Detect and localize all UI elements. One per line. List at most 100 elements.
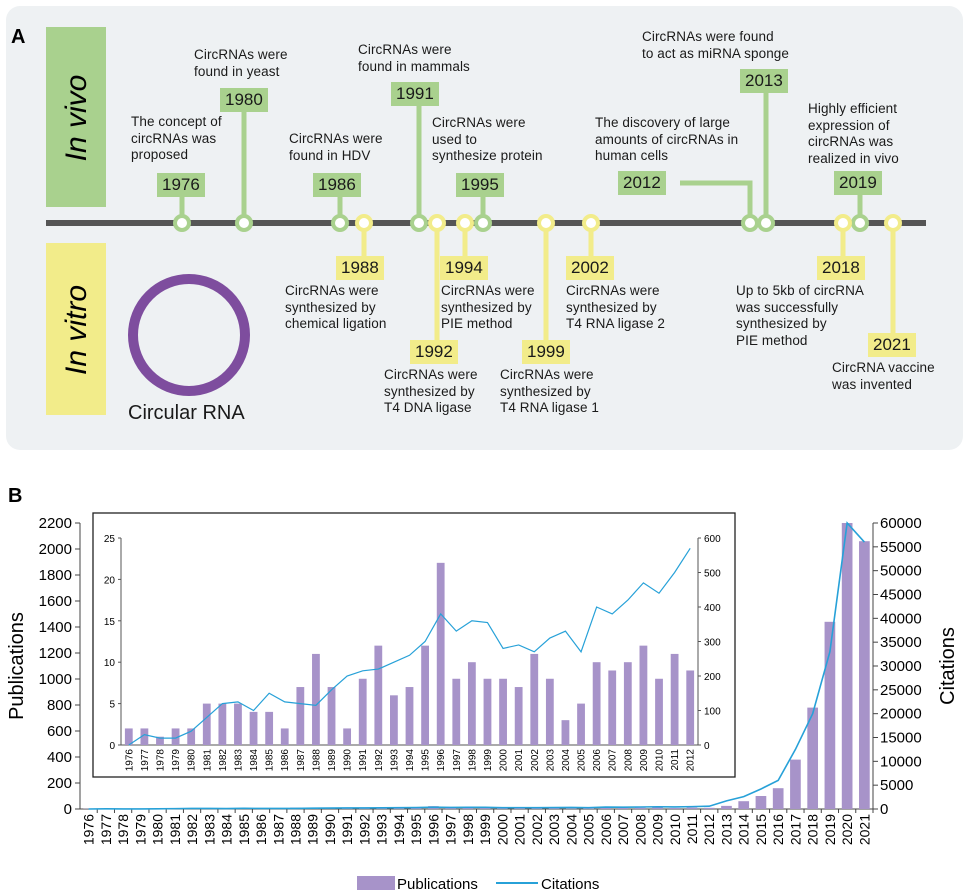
inset-x-tick-label: 2012 [686,749,697,772]
in-vitro-band [46,243,106,415]
event-text-1991: CircRNAs were found in mammals [358,42,470,75]
main-plot: 0200400600800100012001400160018002000220… [6,515,959,845]
inset-publications-bar [312,653,320,745]
inset-y-tick-label: 20 [104,575,116,586]
inset-x-tick-label: 1978 [155,749,166,772]
x-tick-label: 1993 [374,814,390,845]
y2-tick-label: 5000 [880,777,913,794]
event-line: synthesized by [736,316,827,331]
x-tick-label: 1997 [443,814,459,845]
panel-a-label: A [11,26,25,48]
y-tick-label: 1800 [39,567,72,584]
event-text-2013: CircRNAs were found to act as miRNA spon… [642,29,789,62]
inset-publications-bar [499,678,507,745]
event-text-2019: Highly efficient expression of circRNAs … [808,101,899,167]
event-line: found in HDV [289,147,371,163]
event-line: PIE method [441,316,513,331]
inset-publications-bar [686,670,695,745]
in-vivo-label: In vivo [60,75,93,162]
publications-bar [445,807,456,809]
publications-bar [497,807,508,809]
event-line: CircRNAs were [566,283,660,298]
publications-bar [514,808,525,809]
x-tick-label: 2019 [822,814,838,845]
inset-publications-bar [561,720,570,745]
event-line: T4 RNA ligase 1 [500,400,600,415]
x-tick-label: 1991 [339,814,355,845]
publications-bar [772,788,784,809]
inset-publications-bar [545,678,554,745]
event-line: was successfully [736,299,839,315]
x-tick-label: 1994 [391,814,407,845]
publications-bar [686,807,698,809]
year-box-1980: 1980 [220,88,268,112]
inset-x-tick-label: 2001 [514,749,525,772]
event-line: synthesized by [384,383,475,399]
event-line: CircRNAs were [441,283,535,298]
inset-x-tick-label: 1994 [405,749,416,772]
inset-x-tick-label: 1977 [140,749,151,772]
x-tick-label: 2010 [667,814,683,845]
publications-bar [617,807,629,809]
publications-bar [600,807,612,809]
event-line: CircRNAs were [358,42,452,57]
x-tick-label: 1978 [115,814,131,845]
publications-bar [376,808,388,809]
y2-tick-label: 55000 [880,539,922,556]
y-tick-label: 2000 [39,541,72,558]
inset-publications-bar [358,678,367,745]
inset-publications-bar [670,653,679,745]
inset-publications-bar [483,678,492,745]
y-tick-label: 1600 [39,593,72,610]
timeline-node [456,214,474,232]
y2-tick-label: 30000 [880,658,922,675]
event-line: Highly efficient [808,101,898,116]
event-line: CircRNAs were [500,367,594,382]
inset-publications-bar [467,662,476,745]
inset-x-tick-label: 1996 [436,749,447,772]
inset-x-tick-label: 1989 [327,749,338,772]
timeline-node [428,214,446,232]
inset-publications-bar [514,687,523,745]
inset-x-tick-label: 2010 [655,749,666,772]
inset-publications-bar [452,678,461,745]
x-tick-label: 2014 [736,814,752,845]
publications-bar [652,807,663,809]
inset-publications-bar [343,728,352,745]
inset-x-tick-label: 1995 [421,749,432,772]
inset-publications-bar [218,703,227,745]
y-axis-title: Publications [6,612,28,720]
inset-publications-bar [202,703,211,745]
event-line: The concept of [131,114,222,129]
inset-publications-bar [608,670,617,745]
inset-y2-tick-label: 100 [704,707,721,718]
inset-x-tick-label: 1985 [265,749,276,772]
event-line: CircRNAs were found [642,29,774,44]
inset-publications-bar [234,703,242,745]
year-box-2013: 2013 [740,69,788,93]
timeline-node [173,214,191,232]
event-text-1988: CircRNAs were synthesized by chemical li… [285,283,387,333]
inset-x-tick-label: 2003 [545,749,556,772]
x-tick-label: 1999 [477,814,493,845]
event-line: chemical ligation [285,316,387,331]
publications-bar [703,807,715,809]
y2-axis-title: Citations [937,627,959,705]
inset-publications-bar [639,645,648,745]
inset-publications-bar [296,687,305,745]
x-tick-label: 2005 [581,814,597,845]
year-box-1988: 1988 [336,256,384,280]
inset-y2-tick-label: 200 [704,672,721,683]
x-tick-label: 1979 [132,814,148,845]
x-tick-label: 1984 [219,814,235,845]
x-tick-label: 1988 [287,814,303,845]
event-line: found in yeast [194,63,280,79]
inset-publications-bar [249,711,258,745]
x-tick-label: 1998 [460,814,476,845]
year-box-1999: 1999 [522,340,570,364]
timeline-node [582,214,600,232]
event-line: CircRNAs were [289,131,383,146]
inset-y-tick-label: 5 [109,700,115,711]
event-line: CircRNAs were [432,115,526,130]
event-text-2002: CircRNAs were synthesized by T4 RNA liga… [566,283,665,333]
